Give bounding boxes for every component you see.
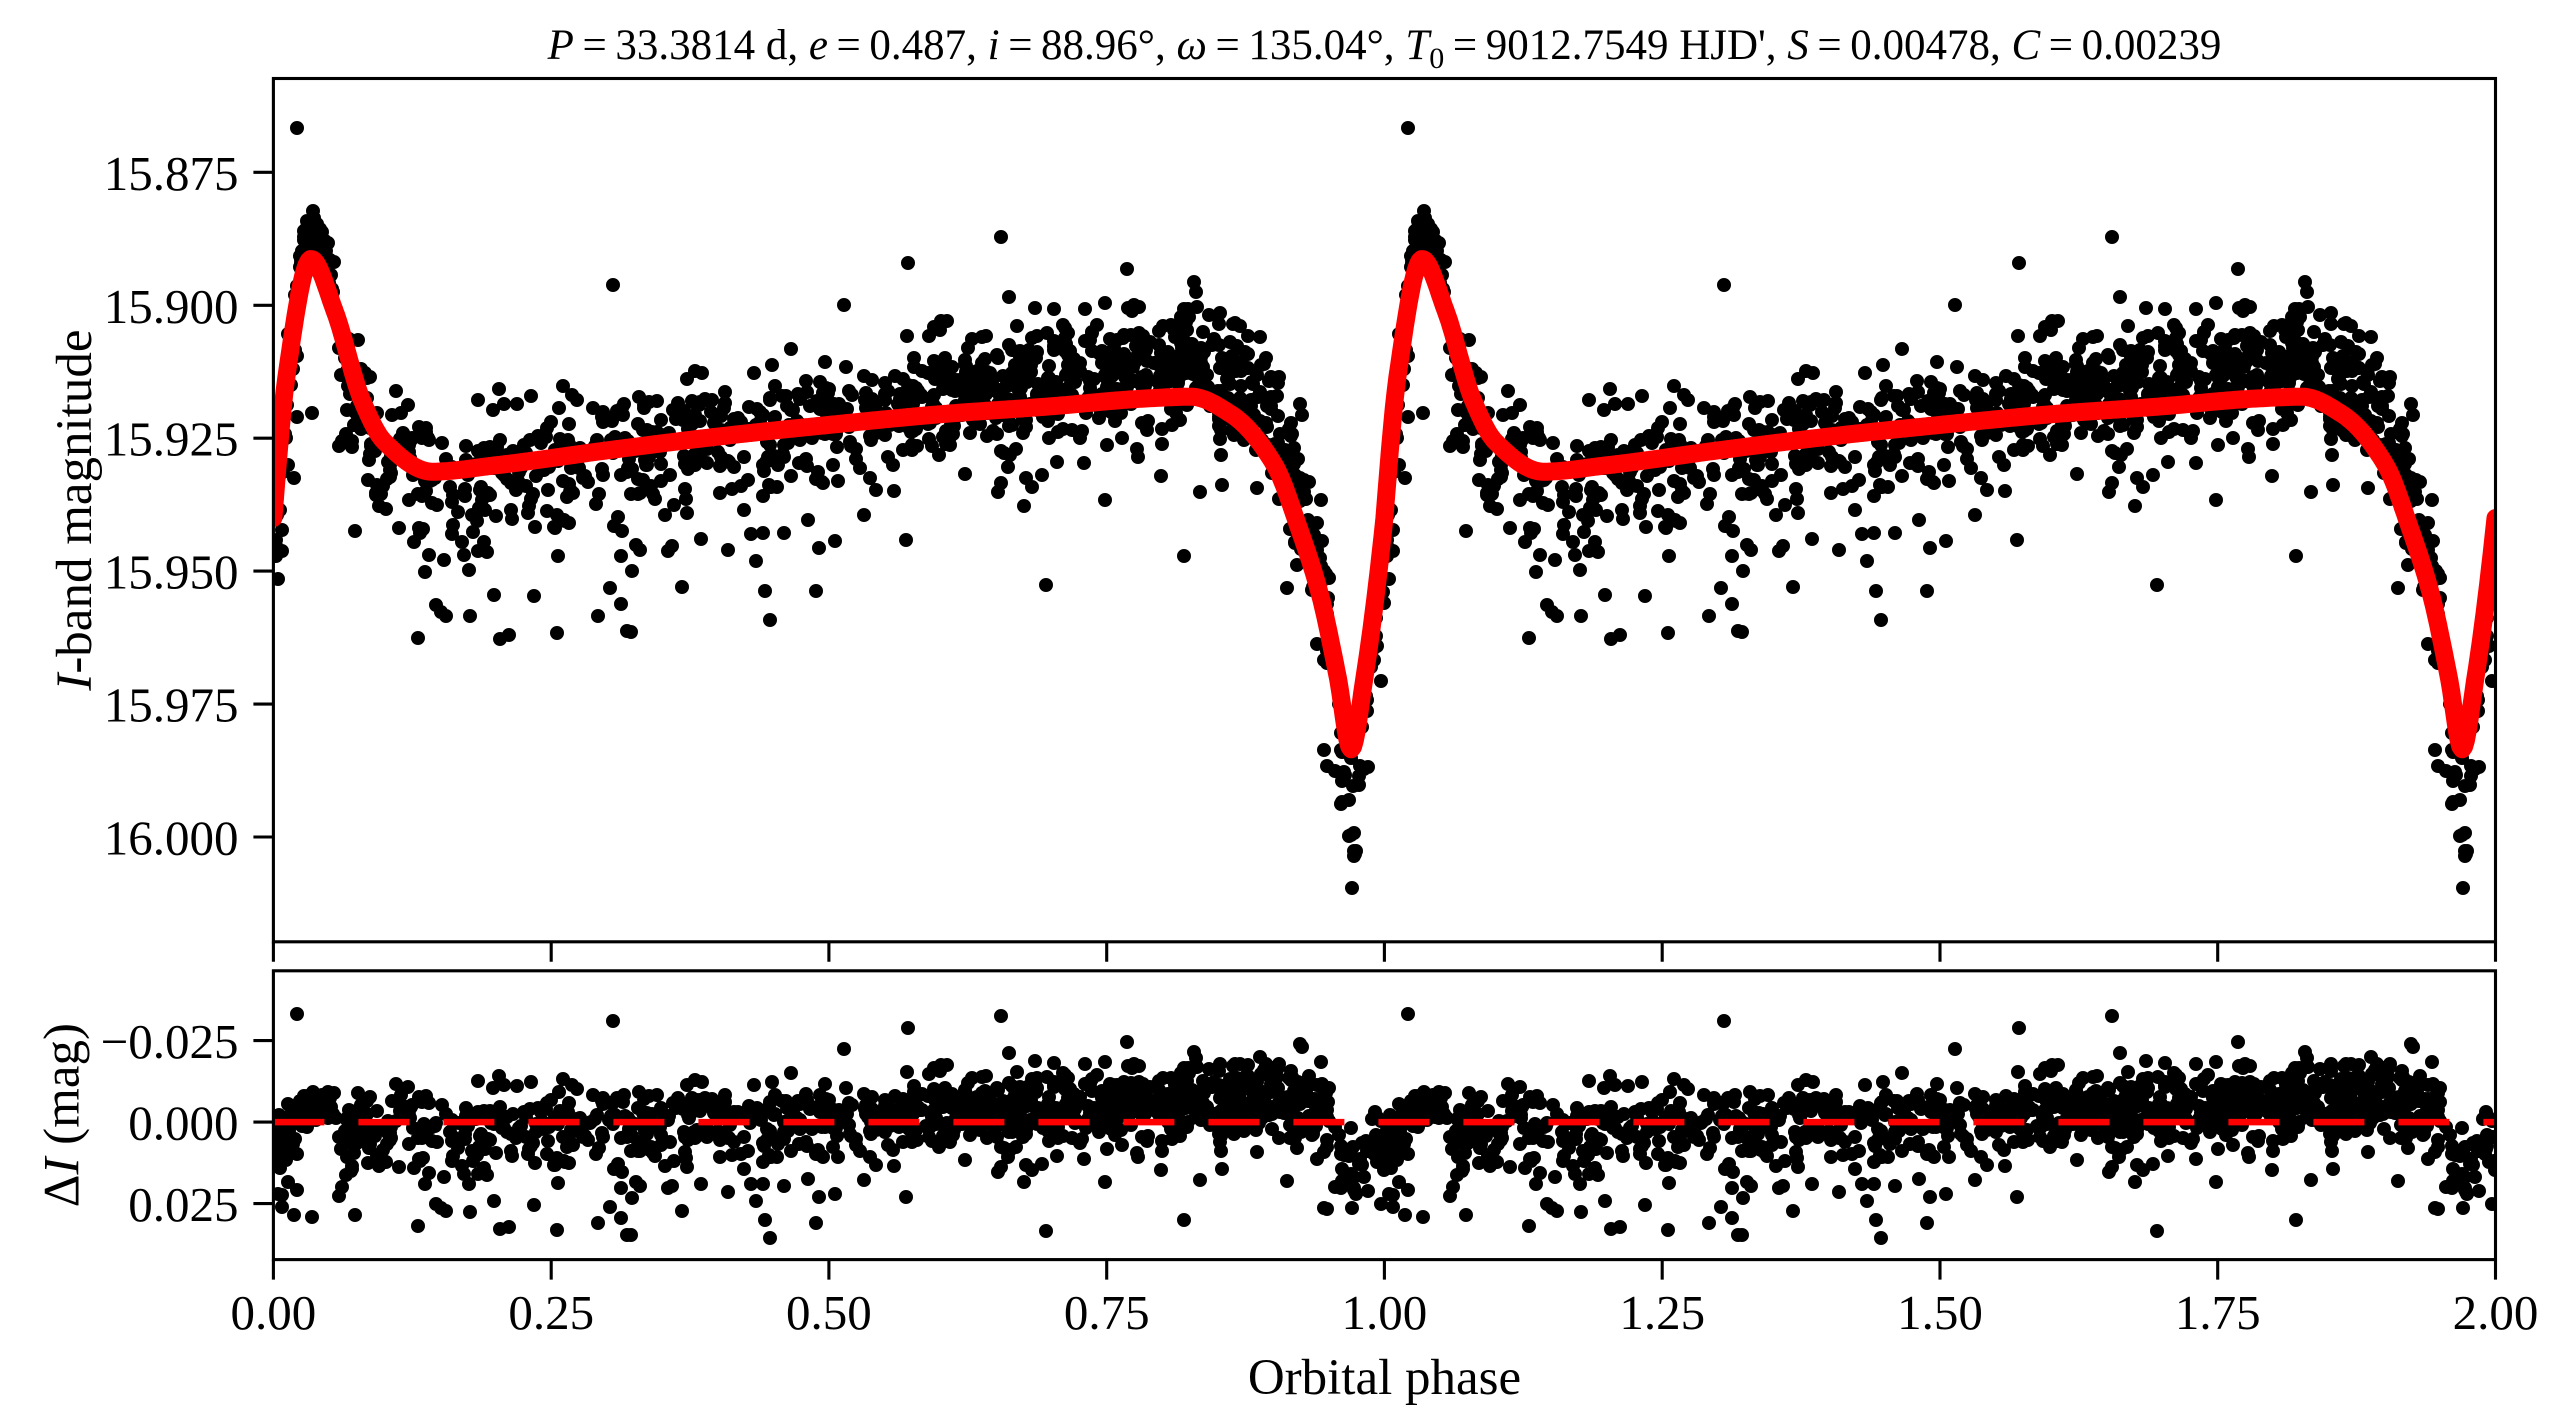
svg-text:15.925: 15.925 <box>104 412 239 467</box>
svg-text:ΔI (mag): ΔI (mag) <box>35 1023 91 1207</box>
svg-text:15.900: 15.900 <box>104 279 239 334</box>
svg-text:I-band magnitude: I-band magnitude <box>47 330 103 692</box>
svg-text:15.950: 15.950 <box>104 545 239 600</box>
svg-text:Orbital phase: Orbital phase <box>1248 1350 1521 1406</box>
svg-text:1.25: 1.25 <box>1619 1285 1705 1340</box>
svg-text:0.00: 0.00 <box>231 1285 317 1340</box>
svg-text:−0.025: −0.025 <box>101 1014 239 1069</box>
svg-text:0.50: 0.50 <box>786 1285 872 1340</box>
svg-text:0.000: 0.000 <box>128 1096 238 1151</box>
svg-text:0.025: 0.025 <box>128 1177 238 1232</box>
svg-text:15.875: 15.875 <box>104 146 239 201</box>
svg-text:2.00: 2.00 <box>2453 1285 2539 1340</box>
svg-text:16.000: 16.000 <box>104 811 239 866</box>
svg-text:1.75: 1.75 <box>2175 1285 2261 1340</box>
svg-text:0.25: 0.25 <box>508 1285 594 1340</box>
svg-text:P = 33.3814 d, e = 0.487, i =: P = 33.3814 d, e = 0.487, i = 88.96°, ω … <box>547 22 2222 75</box>
svg-text:1.00: 1.00 <box>1342 1285 1428 1340</box>
svg-text:0.75: 0.75 <box>1064 1285 1150 1340</box>
svg-text:1.50: 1.50 <box>1897 1285 1983 1340</box>
svg-text:15.975: 15.975 <box>104 678 239 733</box>
